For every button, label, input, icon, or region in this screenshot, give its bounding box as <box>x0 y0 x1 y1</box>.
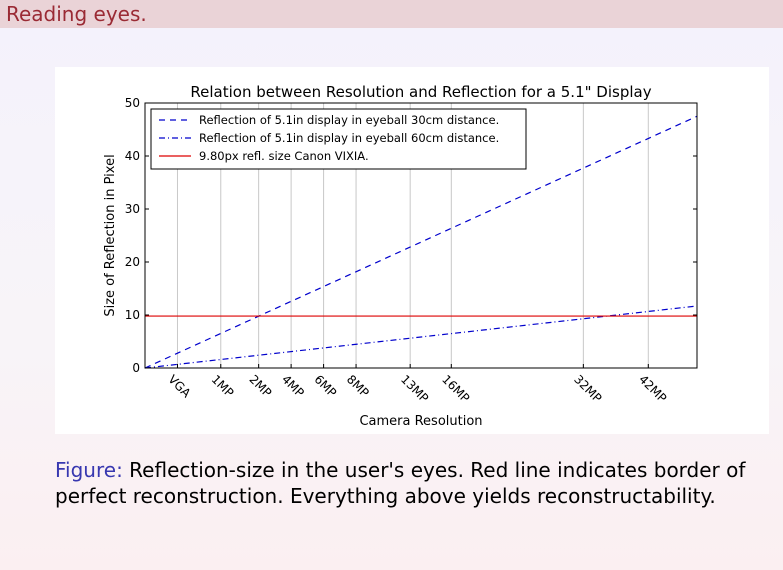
x-tick-label: 16MP <box>439 372 472 405</box>
chart-title: Relation between Resolution and Reflecti… <box>190 83 651 101</box>
legend-label-3: 9.80px refl. size Canon VIXIA. <box>199 149 369 163</box>
x-tick-label: 2MP <box>247 372 275 400</box>
y-tick-label: 0 <box>132 361 140 375</box>
x-tick-label: 13MP <box>398 372 431 405</box>
caption-label: Figure: <box>55 458 123 482</box>
x-tick-label: VGA <box>165 372 194 401</box>
y-tick-label: 50 <box>125 96 140 110</box>
y-tick-label: 10 <box>125 308 140 322</box>
frame-title-bar: Reading eyes. <box>0 0 783 28</box>
legend-box <box>150 108 527 170</box>
series-line-2 <box>144 305 698 369</box>
y-tick-label: 30 <box>125 202 140 216</box>
legend-label-2: Reflection of 5.1in display in eyeball 6… <box>199 131 499 145</box>
x-tick-label: 6MP <box>311 372 339 400</box>
x-tick-label: 8MP <box>344 372 372 400</box>
legend-label-1: Reflection of 5.1in display in eyeball 3… <box>199 113 499 127</box>
y-tick-label: 40 <box>125 149 140 163</box>
frame-title: Reading eyes. <box>6 2 147 26</box>
figure-caption: Figure: Reflection-size in the user's ey… <box>55 457 775 509</box>
x-tick-label: 4MP <box>279 372 307 400</box>
plot-frame <box>144 102 698 369</box>
x-tick-label: 42MP <box>636 372 669 405</box>
x-tick-label: 1MP <box>209 372 237 400</box>
resolution-reflection-chart: VGA 1MP 2MP 4MP 6MP 8MP 13MP 16MP 32MP 42MP 0 10 20 3… <box>103 83 698 429</box>
y-tick-label: 20 <box>125 255 140 269</box>
caption-text: Reflection-size in the user's eyes. Red … <box>55 458 746 508</box>
y-axis-label: Size of Reflection in Pixel <box>103 154 118 316</box>
legend: Reflection of 5.1in display in eyeball 3… <box>150 108 527 170</box>
figure-panel: VGA 1MP 2MP 4MP 6MP 8MP 13MP 16MP 32MP 42MP 0 10 20 3… <box>55 67 769 434</box>
series-line-1 <box>144 115 698 369</box>
x-axis-label: Camera Resolution <box>359 414 482 429</box>
x-tick-label: 32MP <box>571 372 604 405</box>
